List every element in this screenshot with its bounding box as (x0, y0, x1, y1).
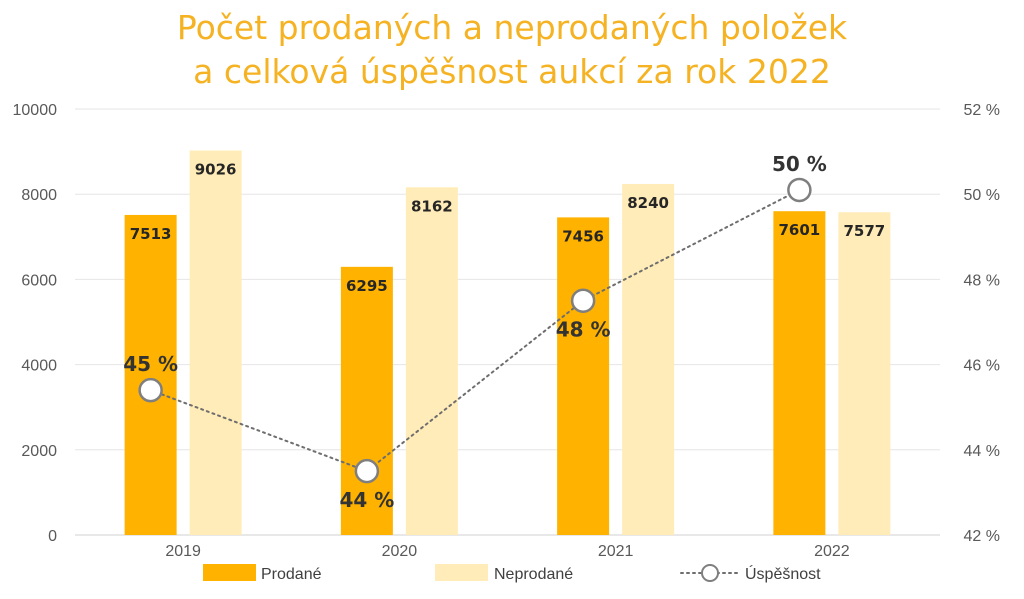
success-marker (138, 377, 163, 403)
category-label: 2020 (382, 543, 418, 560)
success-marker (354, 458, 380, 484)
success-line-path (149, 188, 801, 473)
chart-title-line-1: Počet prodaných a neprodaných položek (176, 8, 848, 47)
left-tick-label: 10000 (13, 102, 58, 119)
legend-marker-sample (701, 564, 719, 582)
legend-label-neprodane: Neprodané (494, 566, 573, 583)
left-tick-label: 0 (48, 528, 57, 545)
right-tick-label: 42 % (964, 528, 1000, 545)
category-label: 2019 (165, 543, 201, 560)
bar-prodane (773, 211, 826, 536)
legend-swatch-prodane (203, 564, 256, 581)
right-tick-label: 46 % (964, 358, 1000, 375)
bar-neprodane (405, 187, 458, 535)
success-marker (787, 177, 812, 203)
left-tick-label: 6000 (21, 272, 57, 289)
bar-value-label: 7513 (130, 225, 172, 243)
left-tick-label: 2000 (21, 443, 57, 460)
legend-swatch-neprodane (435, 564, 488, 581)
left-axis-ticks: 0 2000 4000 6000 8000 10000 (13, 102, 58, 545)
bars (124, 150, 891, 536)
bar-neprodane (622, 183, 675, 535)
right-tick-label: 50 % (964, 187, 1000, 204)
right-tick-label: 48 % (964, 272, 1000, 289)
bar-value-label: 8162 (411, 197, 453, 215)
bar-value-label: 8240 (627, 194, 669, 212)
legend-label-prodane: Prodané (261, 566, 322, 583)
success-line: 45 % 44 % 48 % 50 % (123, 152, 827, 512)
success-label: 48 % (556, 318, 611, 342)
bar-value-label: 7601 (779, 221, 821, 239)
bar-value-label: 7456 (562, 227, 604, 245)
bar-value-label: 6295 (346, 277, 388, 295)
bar-neprodane (189, 150, 242, 535)
bar-value-label: 9026 (195, 160, 237, 178)
right-axis-ticks: 42 % 44 % 46 % 48 % 50 % 52 % (964, 102, 1000, 545)
bar-prodane (340, 266, 393, 535)
bar-value-label: 7577 (844, 222, 886, 240)
chart-title: Počet prodaných a neprodaných položek a … (0, 6, 1024, 94)
left-tick-label: 4000 (21, 358, 57, 375)
bar-value-labels: 7513 9026 6295 8162 7456 8240 7601 7577 (130, 160, 886, 294)
category-label: 2021 (598, 543, 634, 560)
success-label: 45 % (123, 352, 178, 376)
success-label: 44 % (339, 488, 394, 512)
right-tick-label: 52 % (964, 102, 1000, 119)
category-labels: 2019 2020 2021 2022 (165, 543, 849, 560)
legend: Prodané Neprodané Úspěšnost (203, 564, 821, 583)
legend-label-uspesnost: Úspěšnost (745, 564, 821, 583)
chart-title-line-2: a celková úspěšnost aukcí za rok 2022 (193, 52, 831, 91)
bar-prodane (124, 214, 177, 535)
category-label: 2022 (814, 543, 850, 560)
right-tick-label: 44 % (964, 443, 1000, 460)
bar-prodane (557, 217, 610, 536)
success-label: 50 % (772, 152, 827, 176)
success-marker (570, 288, 596, 313)
bar-neprodane (838, 212, 891, 536)
left-tick-label: 8000 (21, 187, 57, 204)
